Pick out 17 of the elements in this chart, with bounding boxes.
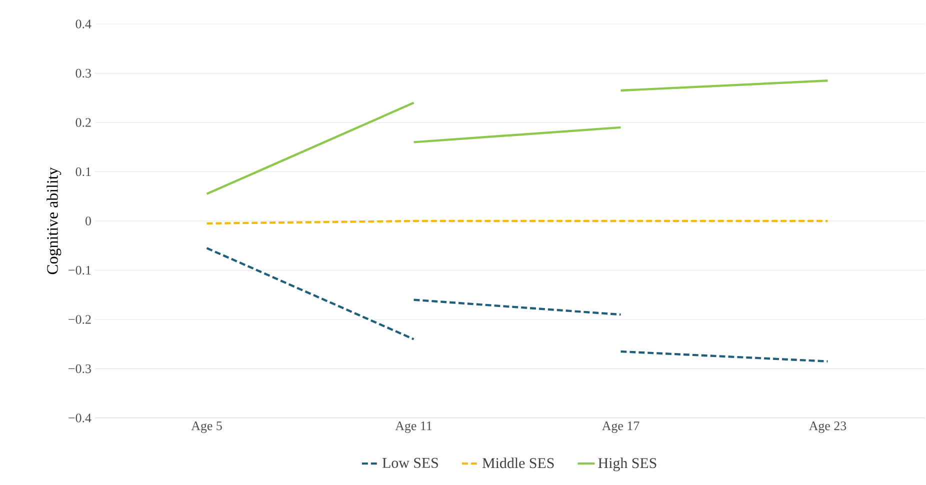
y-tick-label: −0.1 — [68, 266, 91, 275]
y-axis-title: Cognitive ability — [46, 167, 62, 274]
legend-label: Low SES — [382, 458, 438, 468]
legend-label: High SES — [598, 458, 656, 472]
y-tick-label: 0.1 — [76, 167, 91, 176]
y-tick-label: 0.4 — [76, 20, 92, 28]
x-tick-label: Age 17 — [602, 422, 640, 433]
y-tick-label: −0.4 — [68, 414, 92, 422]
y-tick-label: 0.3 — [76, 68, 91, 78]
y-tick-label: 0 — [86, 216, 91, 226]
y-tick-label: 0.2 — [76, 118, 91, 127]
x-tick-label: Age 11 — [395, 422, 432, 433]
y-tick-label: −0.2 — [68, 315, 91, 324]
x-tick-label: Age 23 — [808, 422, 846, 433]
x-tick-label: Age 5 — [191, 422, 222, 433]
legend-label: Middle SES — [482, 458, 554, 468]
y-tick-label: −0.3 — [68, 364, 91, 374]
